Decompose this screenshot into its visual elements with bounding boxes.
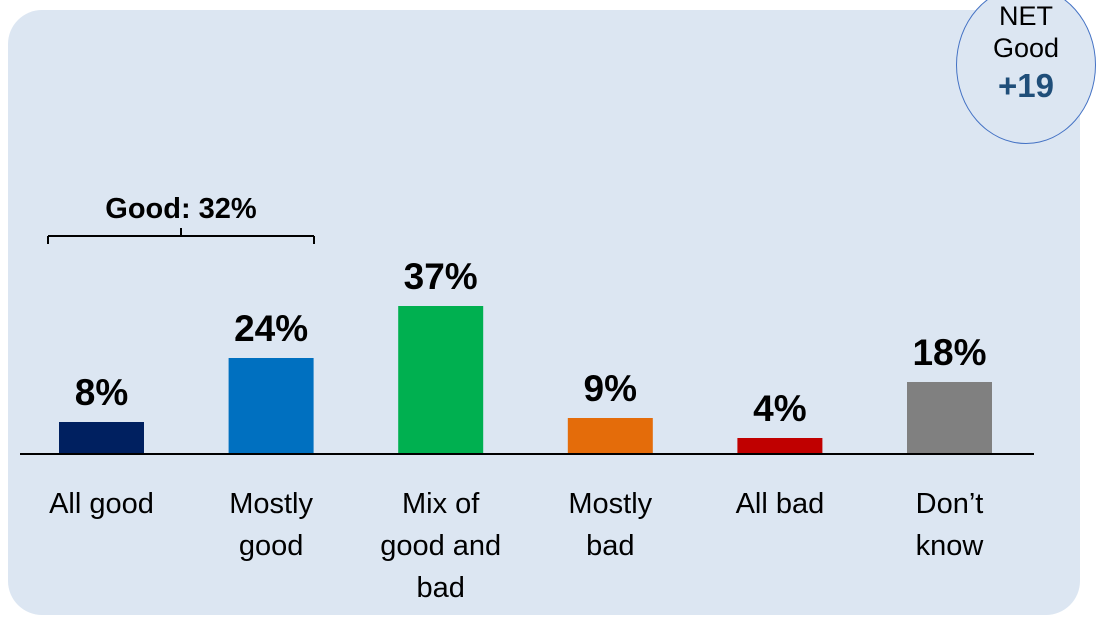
bracket-label: Good: 32% <box>105 193 257 225</box>
good-bracket: Good: 32% <box>47 193 315 244</box>
category-label-2: Mostly good <box>229 488 313 562</box>
data-label-2: 24% <box>234 308 308 349</box>
category-label-5: All bad <box>736 488 825 520</box>
category-label-1: All good <box>49 488 154 520</box>
category-label-4: Mostly bad <box>568 488 652 562</box>
net-line2: Good <box>992 33 1060 63</box>
bar-2 <box>228 358 314 454</box>
net-good-text: NET Good +19 <box>956 0 1096 108</box>
net-line1: NET <box>999 1 1053 31</box>
category-label-6: Don’t know <box>916 488 985 562</box>
net-value: +19 <box>998 67 1054 104</box>
data-label-1: 8% <box>75 372 128 413</box>
category-label-3: Mix of good and bad <box>380 488 501 604</box>
data-label-6: 18% <box>912 332 986 373</box>
data-label-3: 37% <box>404 256 478 297</box>
chart-panel <box>8 10 1080 615</box>
data-label-5: 4% <box>753 388 806 429</box>
bar-3 <box>398 306 484 454</box>
bar-6 <box>907 382 992 454</box>
bar-4 <box>567 418 653 454</box>
bar-5 <box>737 438 823 454</box>
data-label-4: 9% <box>584 368 637 409</box>
bar-1 <box>59 422 144 454</box>
net-good-badge <box>956 0 1096 144</box>
